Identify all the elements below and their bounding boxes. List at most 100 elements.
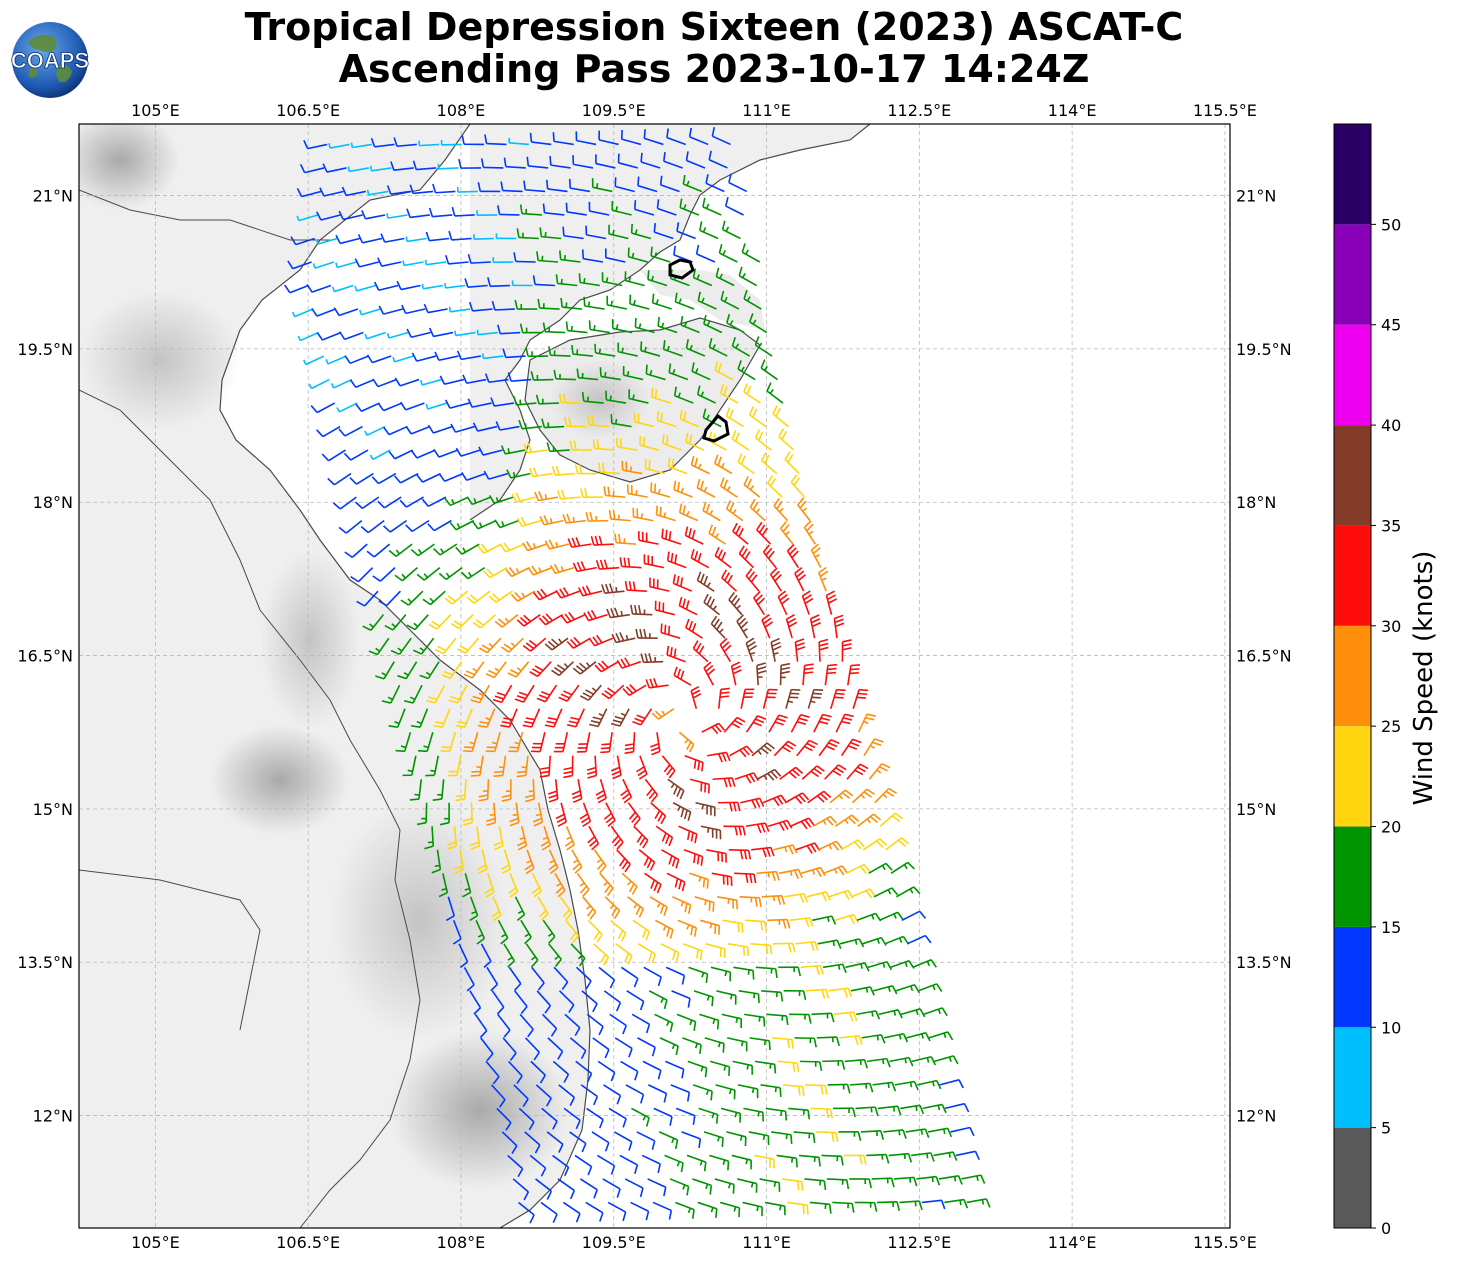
wind-barb-flag xyxy=(770,637,780,644)
wind-barb-shaft xyxy=(850,986,871,992)
wind-barb xyxy=(695,244,716,263)
wind-barb-flag xyxy=(828,742,838,748)
wind-barb-shaft xyxy=(502,189,523,193)
wind-barb-flag xyxy=(819,867,826,876)
wind-barb xyxy=(380,233,405,243)
wind-barb xyxy=(493,826,504,851)
terrain-shade xyxy=(210,725,350,835)
wind-barb xyxy=(610,708,630,727)
wind-barb-half-flag xyxy=(892,1106,896,1112)
wind-barb-shaft xyxy=(586,234,607,240)
wind-barb-half-flag xyxy=(462,547,467,553)
wind-barb-half-flag xyxy=(725,226,730,232)
wind-barb xyxy=(866,1057,891,1068)
wind-barb-flag xyxy=(778,822,785,832)
wind-barb-shaft xyxy=(664,1154,684,1164)
wind-barb-flag xyxy=(679,198,683,208)
wind-barb-flag xyxy=(848,816,856,825)
wind-barb xyxy=(634,200,655,216)
wind-barb-flag xyxy=(424,845,434,850)
wind-barb-flag xyxy=(741,548,748,557)
wind-barb-half-flag xyxy=(512,472,516,478)
wind-barb xyxy=(332,496,357,510)
wind-barb-flag xyxy=(866,788,875,796)
wind-barb-half-flag xyxy=(512,813,518,817)
wind-barb-flag xyxy=(885,1154,890,1164)
wind-barb-half-flag xyxy=(631,252,635,259)
wind-barb xyxy=(444,496,469,507)
wind-barb-flag xyxy=(873,1202,878,1212)
wind-barb xyxy=(901,910,927,922)
wind-barb-flag xyxy=(664,624,667,634)
wind-barb-flag xyxy=(508,567,516,576)
wind-barb-half-flag xyxy=(733,1206,737,1212)
wind-barb-half-flag xyxy=(701,297,705,303)
wind-barb-half-flag xyxy=(434,864,440,868)
wind-barb-flag xyxy=(491,300,496,311)
wind-barb-half-flag xyxy=(785,1134,788,1140)
wind-barb xyxy=(440,732,457,753)
wind-barb-flag xyxy=(433,448,440,458)
wind-barb-flag xyxy=(731,430,737,440)
wind-barb xyxy=(770,637,782,662)
wind-barb-half-flag xyxy=(464,887,470,891)
wind-barb-flag xyxy=(849,672,859,675)
wind-barb xyxy=(444,282,466,289)
wind-barb-half-flag xyxy=(735,1017,739,1023)
wind-barb xyxy=(503,943,516,968)
wind-barb-shaft xyxy=(490,1084,506,1101)
colorbar-bin xyxy=(1334,826,1371,927)
wind-barb-shaft xyxy=(454,214,475,217)
wind-barb xyxy=(406,208,430,219)
wind-barb-flag xyxy=(666,128,669,138)
wind-barb-flag xyxy=(571,344,574,355)
wind-barb xyxy=(805,1084,828,1095)
wind-barb-flag xyxy=(625,686,634,694)
wind-barb-flag xyxy=(913,1081,919,1091)
wind-barb xyxy=(840,839,865,851)
wind-barb-flag xyxy=(394,574,403,582)
wind-barb-half-flag xyxy=(758,1016,761,1022)
wind-barb-flag xyxy=(746,946,749,957)
wind-barb xyxy=(950,1126,975,1137)
wind-barb-shaft xyxy=(528,165,549,169)
wind-barb-flag xyxy=(716,1020,720,1030)
wind-barb-flag xyxy=(897,1009,903,1019)
wind-barb xyxy=(863,738,884,757)
wind-barb-flag xyxy=(739,849,744,860)
wind-barb xyxy=(507,372,532,382)
wind-barb-shaft xyxy=(346,190,366,197)
wind-barb xyxy=(888,1152,913,1163)
wind-barb xyxy=(767,475,783,498)
wind-barb xyxy=(731,430,750,451)
wind-barb xyxy=(754,336,773,357)
wind-barb-flag xyxy=(869,1083,874,1093)
wind-barb-flag xyxy=(338,331,346,340)
wind-barb xyxy=(608,1107,627,1128)
wind-barb-flag xyxy=(477,182,482,192)
wind-barb-flag xyxy=(548,539,555,549)
wind-barb-half-flag xyxy=(335,262,338,268)
wind-barb-flag xyxy=(494,519,501,529)
wind-barb-flag xyxy=(663,906,668,916)
wind-barb xyxy=(841,639,852,662)
wind-barb-half-flag xyxy=(521,592,526,598)
wind-barb-shaft xyxy=(320,214,341,221)
wind-barb-flag xyxy=(688,620,694,630)
wind-barb xyxy=(518,1201,535,1224)
wind-barb-flag xyxy=(728,591,736,601)
wind-barb xyxy=(648,990,668,1010)
wind-barb-flag xyxy=(604,1049,610,1059)
wind-barb-flag xyxy=(801,1086,805,1096)
wind-barb xyxy=(583,296,605,310)
wind-barb-flag xyxy=(509,1052,517,1061)
wind-barb xyxy=(703,593,721,616)
wind-barb-flag xyxy=(810,770,819,778)
wind-barb-shaft xyxy=(618,162,639,169)
wind-barb-flag xyxy=(682,505,686,515)
wind-barb-flag xyxy=(589,839,598,847)
wind-barb-flag xyxy=(494,845,504,851)
wind-barb-flag xyxy=(466,984,475,992)
wind-barb-shaft xyxy=(538,402,559,405)
wind-barb-flag xyxy=(794,566,803,575)
